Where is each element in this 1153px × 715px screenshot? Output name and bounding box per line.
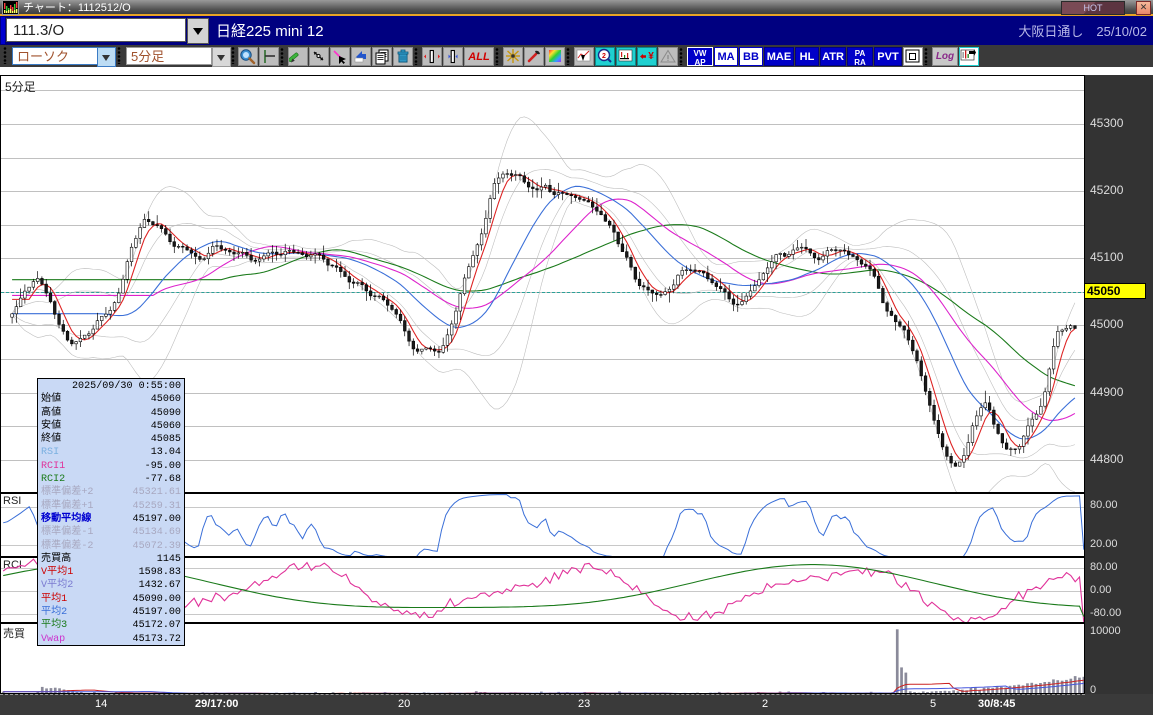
svg-text:¥: ¥ xyxy=(648,51,654,62)
svg-text:2: 2 xyxy=(602,53,606,60)
